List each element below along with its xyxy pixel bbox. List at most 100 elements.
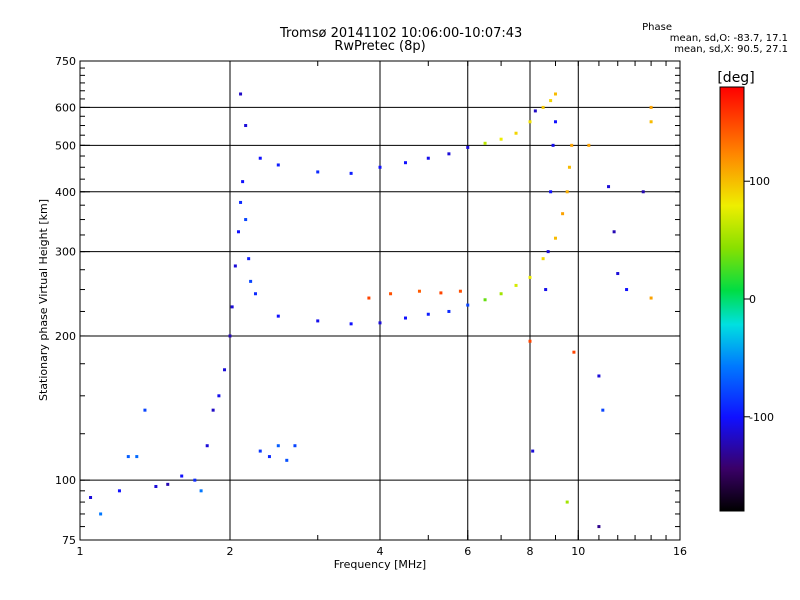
data-point — [233, 264, 237, 268]
x-tick-label: 4 — [377, 545, 384, 558]
data-point — [244, 218, 248, 222]
data-point — [99, 512, 103, 516]
phase-label: Phase — [642, 22, 672, 33]
data-point — [649, 120, 653, 124]
data-point — [228, 334, 232, 338]
data-point — [447, 309, 451, 313]
data-point — [403, 316, 407, 320]
data-point — [426, 156, 430, 160]
colorbar — [719, 86, 745, 512]
data-point — [499, 137, 503, 141]
data-point — [597, 525, 601, 529]
data-point — [549, 190, 553, 194]
y-tick-label: 200 — [55, 330, 76, 343]
data-point — [565, 190, 569, 194]
chart-subtitle: RwPretec (8p) — [334, 39, 426, 54]
chart-title: Tromsø 20141102 10:06:00-10:07:43 — [280, 26, 523, 41]
data-point — [458, 289, 462, 293]
data-point — [258, 449, 262, 453]
data-point — [528, 339, 532, 343]
data-point — [276, 163, 280, 167]
data-point — [567, 165, 571, 169]
data-point — [570, 143, 574, 147]
data-point — [276, 444, 280, 448]
colorbar-tick-label: 0 — [749, 293, 756, 306]
grid-lines — [80, 61, 680, 540]
data-point — [649, 105, 653, 109]
data-point — [276, 314, 280, 318]
data-point — [439, 291, 443, 295]
x-tick-label: 2 — [227, 545, 234, 558]
data-point — [89, 495, 93, 499]
x-axis-title: Frequency [MHz] — [334, 558, 426, 571]
data-point — [531, 449, 535, 453]
y-tick-label: 300 — [55, 246, 76, 259]
data-point — [553, 236, 557, 240]
data-point — [199, 489, 203, 493]
data-point — [551, 143, 555, 147]
colorbar-ticks: 100 0 -100 — [744, 175, 774, 424]
data-point — [426, 312, 430, 316]
data-point — [417, 289, 421, 293]
colorbar-tick-label: 100 — [749, 175, 770, 188]
x-tick-label: 6 — [464, 545, 471, 558]
data-point — [253, 292, 257, 296]
data-point — [193, 478, 197, 482]
data-point — [447, 152, 451, 156]
data-point — [499, 292, 503, 296]
data-point — [249, 279, 253, 283]
x-tick-label: 1 — [77, 545, 84, 558]
phase-stat-x: mean, sd,X: 90.5, 27.1 — [674, 44, 788, 55]
data-point — [466, 303, 470, 307]
data-point — [285, 458, 289, 462]
data-point — [572, 350, 576, 354]
data-point — [239, 92, 243, 96]
data-point — [483, 141, 487, 145]
data-point — [316, 319, 320, 323]
data-point — [541, 257, 545, 261]
data-point — [533, 109, 537, 113]
data-point — [553, 120, 557, 124]
data-point — [126, 455, 130, 459]
data-point — [612, 230, 616, 234]
data-point — [549, 99, 553, 103]
data-points — [89, 92, 653, 529]
data-point — [223, 368, 227, 372]
data-point — [641, 190, 645, 194]
y-axis-title: Stationary phase Virtual Height [km] — [37, 199, 50, 401]
data-point — [247, 257, 251, 261]
data-point — [230, 305, 234, 309]
data-point — [166, 482, 170, 486]
data-point — [514, 283, 518, 287]
data-point — [389, 292, 393, 296]
data-point — [607, 185, 611, 189]
data-point — [483, 298, 487, 302]
data-point — [205, 444, 209, 448]
colorbar-unit: [deg] — [717, 70, 754, 86]
data-point — [258, 156, 262, 160]
data-point — [236, 230, 240, 234]
x-tick-label: 10 — [571, 545, 585, 558]
data-point — [528, 275, 532, 279]
axis-ticks: 1 2 4 6 8 10 16 75 100 200 300 400 500 600 750 — [55, 55, 687, 558]
data-point — [217, 394, 221, 398]
data-point — [241, 180, 245, 184]
data-point — [378, 321, 382, 325]
data-point — [117, 489, 121, 493]
data-point — [403, 161, 407, 165]
phase-stat-o: mean, sd,O: -83.7, 17.1 — [669, 33, 788, 44]
data-point — [135, 455, 139, 459]
data-point — [367, 296, 371, 300]
x-tick-label: 8 — [527, 545, 534, 558]
data-point — [528, 120, 532, 124]
data-point — [349, 171, 353, 175]
data-point — [293, 444, 297, 448]
data-point — [625, 288, 629, 292]
y-tick-label: 600 — [55, 101, 76, 114]
data-point — [466, 145, 470, 149]
data-point — [154, 484, 158, 488]
data-point — [616, 272, 620, 276]
data-point — [597, 374, 601, 378]
data-point — [601, 408, 605, 412]
